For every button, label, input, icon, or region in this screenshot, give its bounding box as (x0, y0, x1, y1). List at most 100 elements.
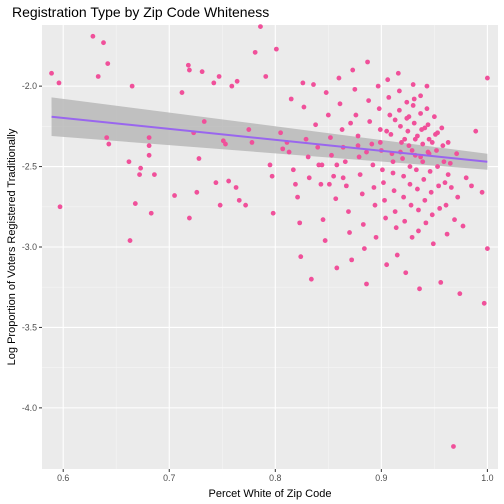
data-point (348, 121, 353, 126)
data-point (57, 81, 62, 86)
data-point (398, 124, 403, 129)
data-point (218, 203, 223, 208)
data-point (431, 241, 436, 246)
data-point (422, 198, 427, 203)
data-point (334, 163, 339, 168)
data-point (434, 148, 439, 153)
data-point (350, 68, 355, 73)
data-point (372, 185, 377, 190)
data-point (394, 225, 399, 230)
data-point (280, 146, 285, 151)
data-point (128, 238, 133, 243)
y-tick-label: -4.0 (22, 403, 37, 413)
data-point (443, 180, 448, 185)
data-point (452, 217, 457, 222)
data-point (366, 98, 371, 103)
data-point (373, 203, 378, 208)
data-point (395, 253, 400, 258)
data-point (300, 81, 305, 86)
data-point (402, 137, 407, 142)
data-point (383, 216, 388, 221)
data-point (421, 177, 426, 182)
data-point (410, 148, 415, 153)
data-point (401, 174, 406, 179)
data-point (331, 174, 336, 179)
data-point (315, 145, 320, 150)
data-point (202, 119, 207, 124)
x-axis-title: Percet White of Zip Code (209, 488, 332, 500)
data-point (187, 216, 192, 221)
data-point (393, 118, 398, 123)
data-point (416, 208, 421, 213)
data-point (396, 71, 401, 76)
data-point (428, 169, 433, 174)
data-point (147, 153, 152, 158)
data-point (420, 142, 425, 147)
data-point (397, 108, 402, 113)
data-point (270, 174, 275, 179)
data-point (411, 82, 416, 87)
data-point (436, 183, 441, 188)
data-point (411, 103, 416, 108)
data-point (430, 140, 435, 145)
data-point (327, 182, 332, 187)
data-point (401, 195, 406, 200)
x-tick-label: 1.0 (481, 473, 493, 483)
data-point (334, 266, 339, 271)
data-point (321, 217, 326, 222)
data-point (138, 166, 143, 171)
data-point (320, 163, 325, 168)
data-point (338, 101, 343, 106)
data-point (223, 142, 228, 147)
data-point (415, 134, 420, 139)
data-point (415, 187, 420, 192)
data-point (404, 100, 409, 105)
data-point (417, 286, 422, 291)
data-point (473, 129, 478, 134)
data-point (364, 282, 369, 287)
data-point (405, 129, 410, 134)
data-point (358, 172, 363, 177)
data-point (217, 74, 222, 79)
data-point (388, 132, 393, 137)
data-point (425, 106, 430, 111)
data-point (323, 238, 328, 243)
data-point (319, 182, 324, 187)
data-point (382, 198, 387, 203)
data-point (297, 220, 302, 225)
data-point (414, 167, 419, 172)
data-point (137, 172, 142, 177)
data-point (365, 60, 370, 65)
data-point (313, 122, 318, 127)
data-point (454, 151, 459, 156)
data-point (444, 203, 449, 208)
data-point (105, 61, 110, 66)
data-point (410, 235, 415, 240)
y-tick-label: -3.5 (22, 322, 37, 332)
data-point (369, 142, 374, 147)
data-point (349, 257, 354, 262)
data-point (435, 130, 440, 135)
data-point (408, 164, 413, 169)
data-point (397, 89, 402, 94)
data-point (255, 0, 260, 3)
data-point (172, 193, 177, 198)
data-point (391, 159, 396, 164)
data-point (340, 127, 345, 132)
data-point (437, 206, 442, 211)
data-point (367, 119, 372, 124)
data-point (480, 190, 485, 195)
data-point (237, 198, 242, 203)
data-point (485, 246, 490, 251)
data-point (439, 126, 444, 131)
data-point (403, 270, 408, 275)
y-tick-label: -3.0 (22, 242, 37, 252)
data-point (214, 180, 219, 185)
data-point (263, 74, 268, 79)
data-point (130, 84, 135, 89)
data-point (376, 84, 381, 89)
data-point (356, 134, 361, 139)
data-point (346, 209, 351, 214)
